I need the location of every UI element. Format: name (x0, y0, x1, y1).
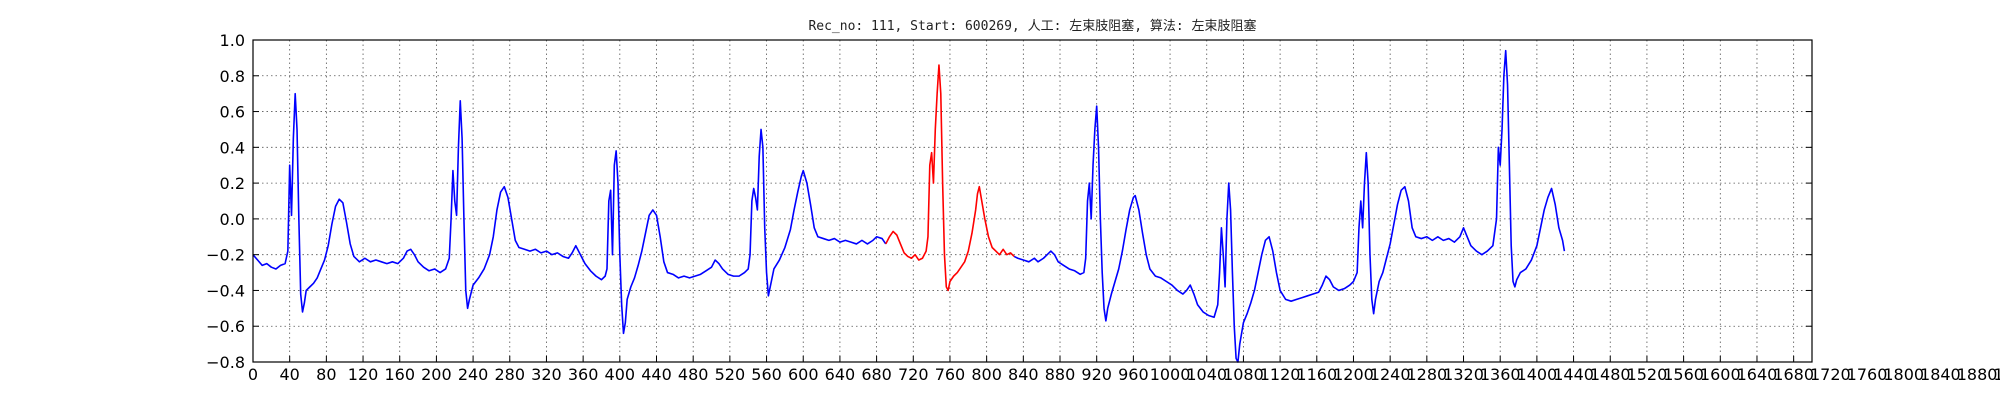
x-tick-label: 1720 (1810, 365, 1851, 384)
x-tick-label: 1800 (1883, 365, 1924, 384)
x-tick-label: 1520 (1627, 365, 1668, 384)
x-tick-label: 400 (605, 365, 636, 384)
x-tick-label: 1040 (1186, 365, 1227, 384)
y-tick-label: −0.6 (206, 317, 245, 336)
x-tick-label: 1640 (1737, 365, 1778, 384)
x-tick-label: 360 (568, 365, 599, 384)
x-tick-label: 1480 (1590, 365, 1631, 384)
x-tick-label: 600 (788, 365, 819, 384)
plot-frame (252, 39, 1813, 363)
x-tick-label: 1560 (1663, 365, 1704, 384)
chart-title: Rec_no: 111, Start: 600269, 人工: 左束肢阻塞, 算… (808, 18, 1256, 34)
x-tick-label: 1440 (1553, 365, 1594, 384)
x-tick-label: 760 (935, 365, 966, 384)
x-tick-label: 1200 (1333, 365, 1374, 384)
x-tick-label: 160 (384, 365, 415, 384)
x-tick-label: 320 (531, 365, 562, 384)
x-tick-label: 1880 (1957, 365, 1998, 384)
y-tick-label: 0.6 (220, 103, 245, 122)
x-axis: 0 40 80 120 160 200 240 280 320 360 400 440 480 520 56… (248, 356, 2000, 384)
ecg-line-after (1013, 49, 1566, 363)
x-tick-label: 1320 (1443, 365, 1484, 384)
x-tick-label: 800 (971, 365, 1002, 384)
ecg-line-before (252, 92, 887, 335)
ecg-line-highlight (885, 64, 1015, 292)
x-tick-label: 280 (495, 365, 526, 384)
y-tick-label: −0.8 (206, 353, 245, 372)
x-tick-label: 1840 (1920, 365, 1961, 384)
x-tick-label: 1000 (1150, 365, 1191, 384)
x-tick-label: 1120 (1260, 365, 1301, 384)
x-tick-label: 1360 (1480, 365, 1521, 384)
x-tick-label: 1680 (1773, 365, 1814, 384)
y-tick-label: −0.4 (206, 281, 245, 300)
x-tick-label: 680 (861, 365, 892, 384)
x-tick-label: 840 (1008, 365, 1039, 384)
x-tick-label: 920 (1081, 365, 1112, 384)
x-tick-label: 120 (348, 365, 379, 384)
x-tick-label: 80 (316, 365, 336, 384)
y-tick-label: 0.0 (220, 210, 245, 229)
x-tick-label: 1160 (1296, 365, 1337, 384)
x-tick-label: 1080 (1223, 365, 1264, 384)
x-tick-label: 480 (678, 365, 709, 384)
x-tick-label: 1240 (1370, 365, 1411, 384)
y-tick-label: −0.2 (206, 246, 245, 265)
y-tick-label: 0.8 (220, 67, 245, 86)
y-tick-label: 0.4 (220, 138, 245, 157)
grid-layer (253, 40, 1812, 362)
x-tick-label: 1400 (1517, 365, 1558, 384)
y-tick-label: 1.0 (220, 31, 245, 50)
x-tick-label: 560 (751, 365, 782, 384)
x-tick-label: 1920 (1993, 365, 2000, 384)
x-tick-label: 880 (1045, 365, 1076, 384)
x-tick-label: 720 (898, 365, 929, 384)
x-tick-label: 1760 (1847, 365, 1888, 384)
x-tick-label: 1280 (1406, 365, 1447, 384)
x-tick-label: 520 (715, 365, 746, 384)
ecg-trace (252, 49, 1566, 363)
x-tick-label: 1600 (1700, 365, 1741, 384)
x-tick-label: 240 (458, 365, 489, 384)
y-tick-label: 0.2 (220, 174, 245, 193)
x-tick-label: 960 (1118, 365, 1149, 384)
y-axis: −0.8 −0.6 −0.4 −0.2 0.0 0.2 0.4 0.6 0.8 1.0 (206, 31, 1812, 372)
x-tick-label: 0 (248, 365, 258, 384)
x-tick-label: 200 (421, 365, 452, 384)
x-tick-label: 440 (641, 365, 672, 384)
x-tick-label: 40 (280, 365, 300, 384)
x-tick-label: 640 (825, 365, 856, 384)
